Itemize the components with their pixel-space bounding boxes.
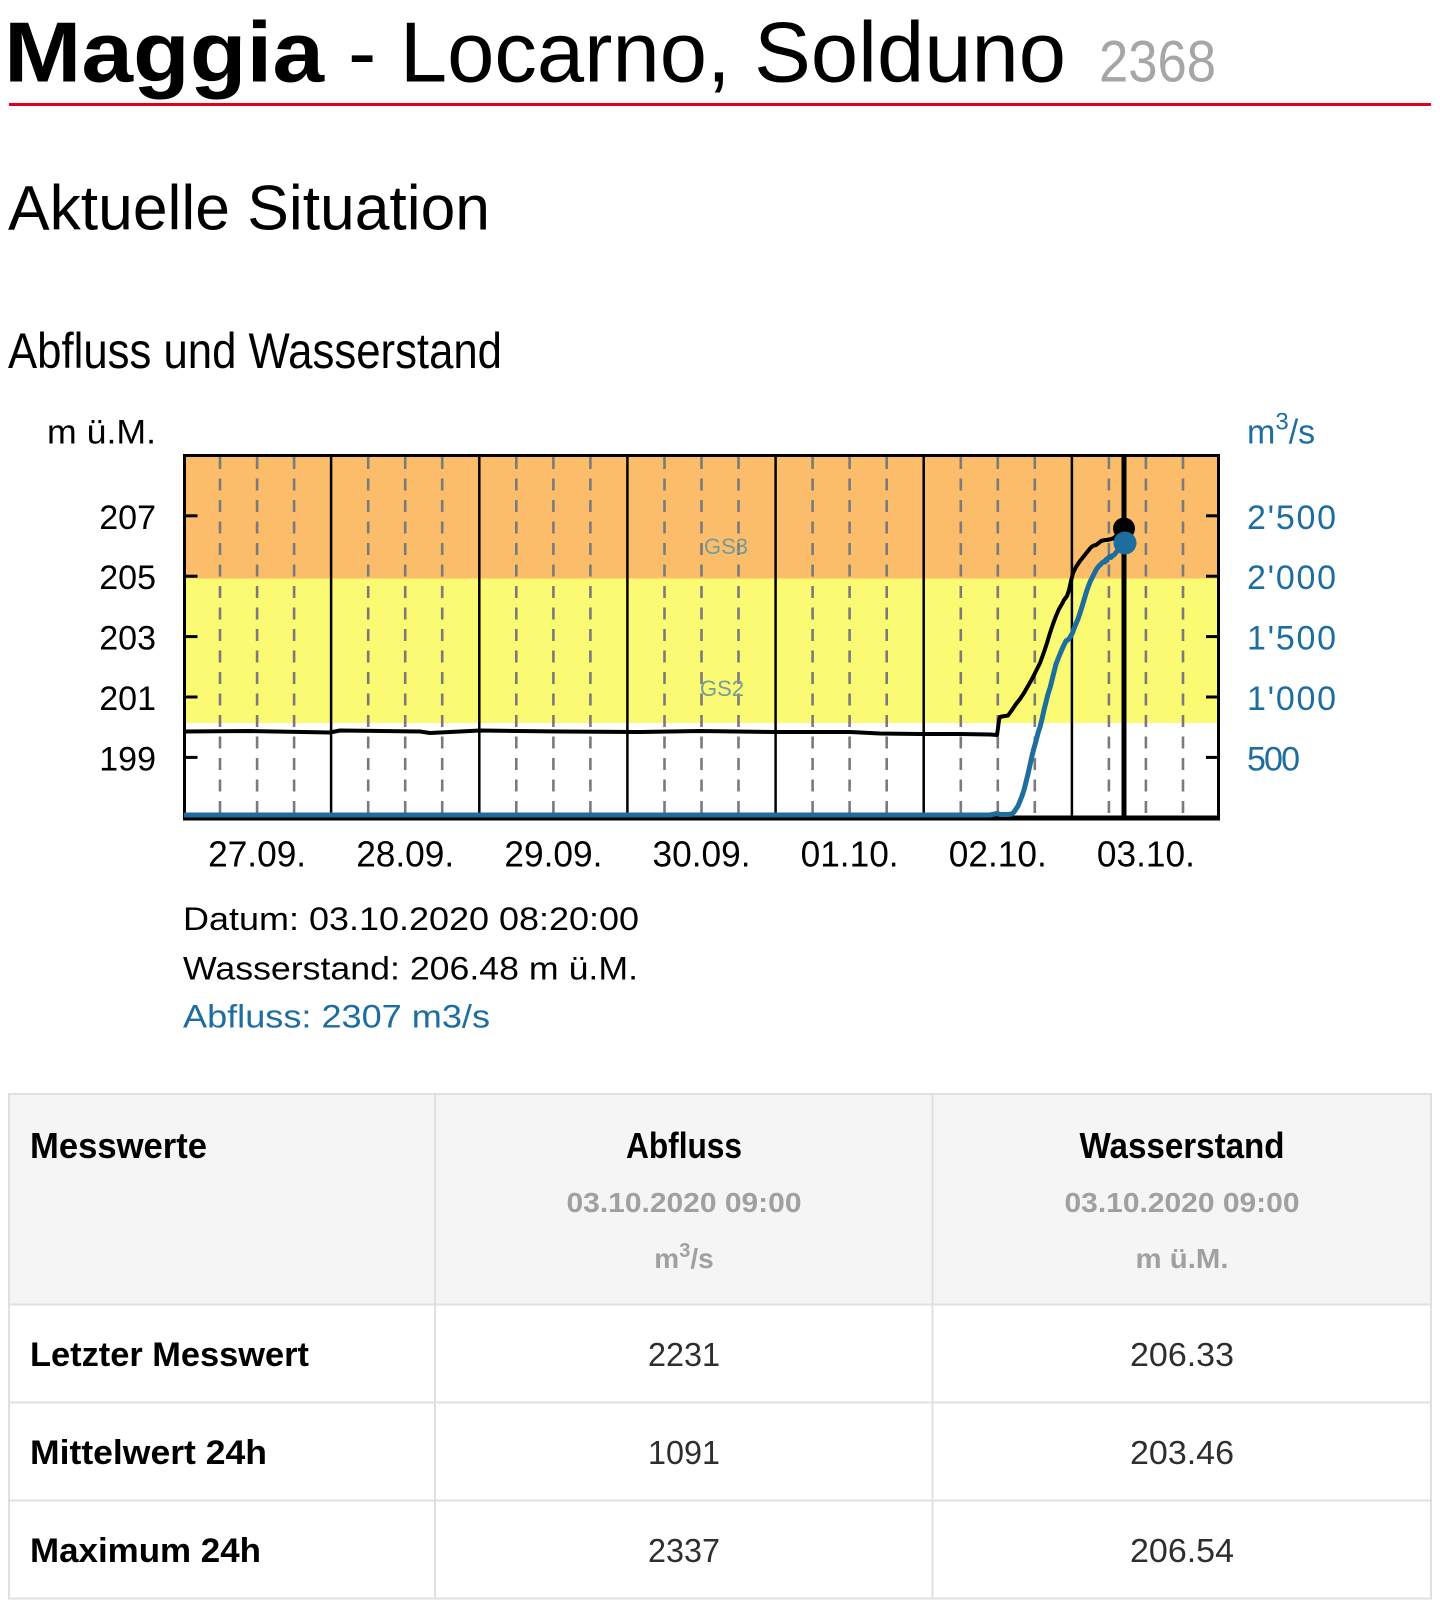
svg-text:m ü.M.: m ü.M. bbox=[1136, 1243, 1229, 1274]
svg-text:206.33: 206.33 bbox=[1130, 1336, 1234, 1373]
svg-text:Letzter Messwert: Letzter Messwert bbox=[30, 1336, 309, 1374]
svg-text:Abfluss: 2307 m3/s: Abfluss: 2307 m3/s bbox=[183, 999, 490, 1035]
svg-text:2231: 2231 bbox=[648, 1336, 720, 1373]
svg-text:Abfluss: Abfluss bbox=[626, 1125, 742, 1166]
svg-text:1091: 1091 bbox=[648, 1434, 720, 1471]
svg-text:28.09.: 28.09. bbox=[356, 834, 454, 875]
svg-text:1'000: 1'000 bbox=[1247, 680, 1336, 718]
svg-text:m ü.M.: m ü.M. bbox=[47, 414, 156, 452]
svg-text:Messwerte: Messwerte bbox=[30, 1125, 207, 1166]
svg-text:206.54: 206.54 bbox=[1130, 1532, 1234, 1569]
svg-text:2337: 2337 bbox=[648, 1532, 720, 1569]
svg-text:2368: 2368 bbox=[1099, 30, 1216, 95]
svg-text:Wasserstand: 206.48 m ü.M.: Wasserstand: 206.48 m ü.M. bbox=[183, 951, 638, 987]
svg-text:Maggia: Maggia bbox=[4, 6, 326, 101]
svg-text:03.10.2020 09:00: 03.10.2020 09:00 bbox=[1065, 1187, 1300, 1218]
svg-text:201: 201 bbox=[99, 680, 156, 718]
svg-text:203: 203 bbox=[99, 620, 156, 658]
svg-text:Abfluss und Wasserstand: Abfluss und Wasserstand bbox=[8, 323, 502, 379]
svg-text:207: 207 bbox=[99, 499, 156, 537]
svg-text:2'000: 2'000 bbox=[1247, 559, 1336, 597]
svg-text:2'500: 2'500 bbox=[1247, 499, 1336, 537]
svg-text:500: 500 bbox=[1247, 740, 1300, 778]
svg-text:03.10.: 03.10. bbox=[1097, 834, 1195, 875]
svg-text:m3/s: m3/s bbox=[1247, 409, 1315, 452]
svg-text:03.10.2020 09:00: 03.10.2020 09:00 bbox=[567, 1187, 802, 1218]
svg-text:30.09.: 30.09. bbox=[653, 834, 751, 875]
svg-text:Wasserstand: Wasserstand bbox=[1080, 1125, 1285, 1166]
svg-text:27.09.: 27.09. bbox=[208, 834, 306, 875]
svg-text:Datum: 03.10.2020 08:20:00: Datum: 03.10.2020 08:20:00 bbox=[183, 901, 639, 937]
svg-text:- Locarno, Solduno: - Locarno, Solduno bbox=[348, 6, 1066, 101]
svg-text:Aktuelle Situation: Aktuelle Situation bbox=[8, 174, 490, 244]
svg-text:199: 199 bbox=[99, 740, 156, 778]
svg-text:GS3: GS3 bbox=[704, 534, 748, 559]
svg-text:1'500: 1'500 bbox=[1247, 620, 1336, 658]
svg-text:Mittelwert 24h: Mittelwert 24h bbox=[30, 1434, 267, 1472]
svg-text:GS2: GS2 bbox=[700, 676, 744, 701]
svg-text:Maximum 24h: Maximum 24h bbox=[30, 1532, 261, 1570]
svg-text:01.10.: 01.10. bbox=[801, 834, 899, 875]
svg-text:02.10.: 02.10. bbox=[949, 834, 1047, 875]
svg-text:29.09.: 29.09. bbox=[504, 834, 602, 875]
svg-text:203.46: 203.46 bbox=[1130, 1434, 1234, 1471]
svg-text:205: 205 bbox=[99, 559, 156, 597]
